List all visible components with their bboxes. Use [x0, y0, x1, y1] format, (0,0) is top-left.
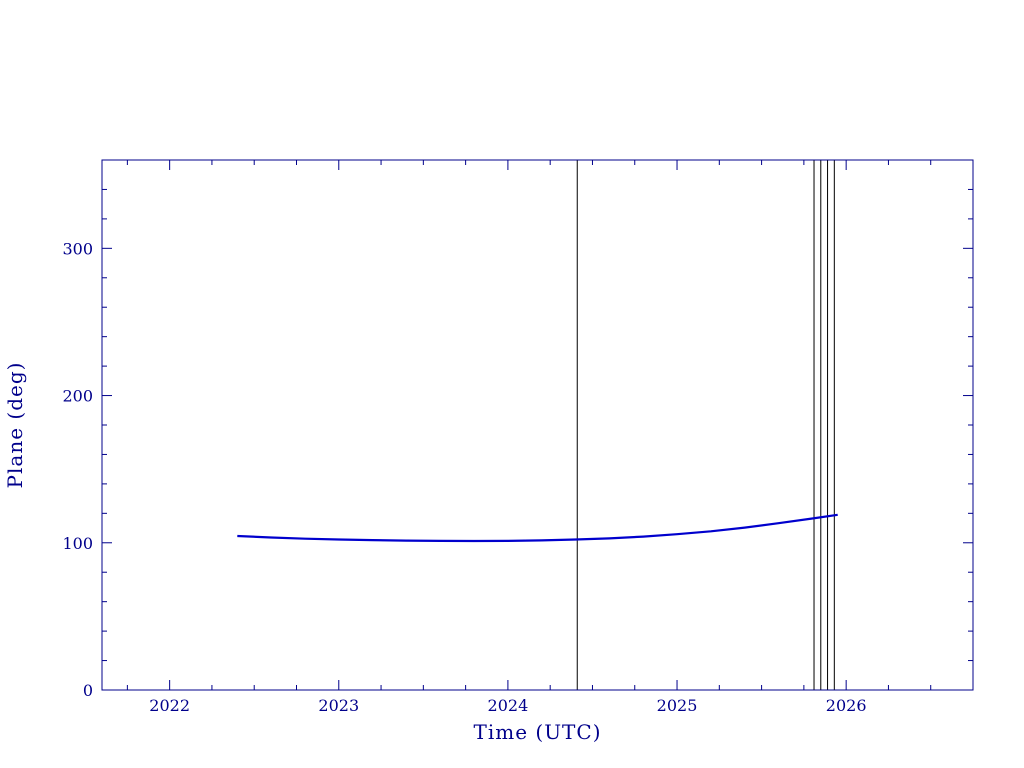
plot-frame — [101, 159, 974, 691]
x-tick-label: 2026 — [826, 696, 867, 715]
x-tick-label: 2022 — [149, 696, 190, 715]
y-tick-label: 200 — [62, 387, 93, 406]
y-tick-label: 300 — [62, 239, 93, 258]
vertical-markers — [576, 160, 835, 690]
x-axis-label: Time (UTC) — [474, 720, 602, 744]
axis-ticks — [102, 159, 974, 691]
x-tick-label: 2024 — [488, 696, 529, 715]
y-tick-label: 100 — [62, 534, 93, 553]
series-group — [237, 513, 838, 543]
y-axis-label: Plane (deg) — [3, 362, 27, 489]
x-tick-label: 2023 — [318, 696, 359, 715]
x-tick-label: 2025 — [657, 696, 698, 715]
y-tick-labels: 0 100 200 300 — [62, 239, 93, 700]
y-tick-label: 0 — [83, 681, 93, 700]
series-line — [237, 513, 838, 543]
x-tick-labels: 2022 2023 2024 2025 2026 — [149, 696, 866, 715]
